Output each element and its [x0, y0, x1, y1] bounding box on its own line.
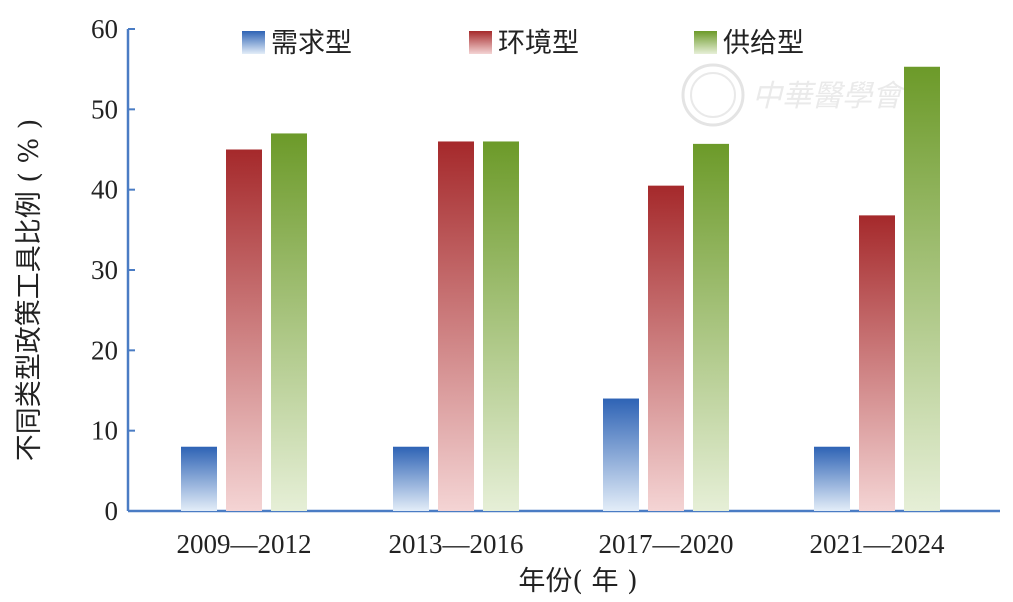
x-tick-label: 2009—2012 — [177, 529, 312, 559]
y-tick-label: 50 — [91, 94, 118, 124]
x-axis-title: 年份( 年 ) — [518, 566, 637, 597]
y-axis-ticks: 0 10 20 30 40 50 60 — [91, 14, 135, 526]
y-tick-label: 40 — [91, 175, 118, 205]
legend-label: 供给型 — [723, 28, 804, 59]
legend-swatch — [242, 31, 265, 54]
bar-需求型-2021—2024 — [814, 446, 850, 511]
bar-供给型-2013—2016 — [483, 141, 519, 511]
legend: 需求型 环境型 供给型 — [242, 28, 804, 59]
bar-环境型-2013—2016 — [438, 141, 474, 511]
y-tick-label: 10 — [91, 416, 118, 446]
y-tick-label: 20 — [91, 335, 118, 365]
watermark-text: 中華醫學會 — [752, 79, 906, 114]
legend-label: 环境型 — [498, 28, 579, 59]
bar-供给型-2021—2024 — [904, 66, 940, 512]
bar-需求型-2009—2012 — [181, 446, 217, 511]
legend-swatch — [469, 31, 492, 54]
x-tick-label: 2013—2016 — [389, 529, 524, 559]
x-axis-ticks: 2009—2012 2013—2016 2017—2020 2021—2024 — [177, 529, 946, 559]
legend-label: 需求型 — [271, 28, 352, 59]
bar-环境型-2009—2012 — [226, 149, 262, 511]
watermark-seal-icon — [681, 63, 745, 127]
bar-环境型-2017—2020 — [648, 185, 684, 511]
bars-group — [181, 66, 940, 512]
bar-环境型-2021—2024 — [859, 215, 895, 511]
bar-需求型-2017—2020 — [603, 398, 639, 511]
y-tick-label: 60 — [91, 14, 118, 44]
x-tick-label: 2017—2020 — [599, 529, 734, 559]
bar-供给型-2017—2020 — [693, 143, 729, 512]
y-tick-label: 30 — [91, 255, 118, 285]
bar-供给型-2009—2012 — [271, 133, 307, 511]
bar-需求型-2013—2016 — [393, 446, 429, 511]
legend-swatch — [694, 31, 717, 54]
watermark: 中華醫學會 — [681, 63, 906, 127]
y-tick-label: 0 — [105, 496, 119, 526]
y-axis-title: 不同类型政策工具比例 ( % ) — [14, 119, 45, 461]
x-tick-label: 2021—2024 — [810, 529, 946, 559]
